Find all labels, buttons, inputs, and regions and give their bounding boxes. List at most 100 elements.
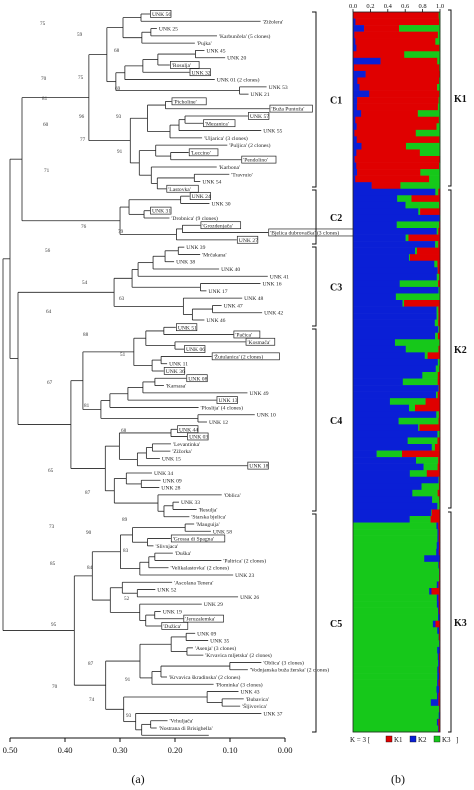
structure-bar-segment xyxy=(353,430,438,438)
cluster-label: C3 xyxy=(330,283,342,294)
axis-tick-label: 0.10 xyxy=(223,745,238,755)
bootstrap-value: 83 xyxy=(123,548,129,554)
structure-bar-segment xyxy=(353,385,439,392)
cluster-label: C1 xyxy=(330,96,342,107)
structure-bar-segment xyxy=(437,489,441,497)
structure-bar-segment xyxy=(438,241,441,248)
structure-bar-segment xyxy=(364,25,400,32)
structure-bar-segment xyxy=(436,718,439,726)
leaf-label: UNK 54 xyxy=(202,180,221,186)
leaf-box xyxy=(245,337,276,346)
structure-bar-segment xyxy=(438,97,441,104)
leaf-label: 'Mezanica' xyxy=(205,121,229,127)
structure-bar-segment xyxy=(353,424,419,432)
structure-bar-segment xyxy=(353,568,440,576)
top-tick-label: 0.8 xyxy=(419,3,427,10)
leaf-label: UNK 03 xyxy=(189,435,208,441)
leaf-box xyxy=(188,148,219,157)
structure-bar-segment xyxy=(353,162,357,170)
structure-bar-segment xyxy=(353,699,432,707)
cluster-label: C5 xyxy=(330,619,342,630)
structure-bar-segment xyxy=(353,620,434,628)
structure-bar-segment xyxy=(417,110,441,118)
structure-bar-segment xyxy=(436,306,439,314)
bootstrap-value: 68 xyxy=(114,48,120,54)
structure-bar-segment xyxy=(437,607,440,615)
leaf-label: 'Paltrica' (2 clones) xyxy=(223,557,266,564)
structure-bar-segment xyxy=(432,496,440,504)
leaf-label: UNK 58 xyxy=(213,529,232,535)
leaf-label: UNK 23 xyxy=(235,573,254,579)
bootstrap-value: 63 xyxy=(119,296,125,302)
structure-bar-segment xyxy=(436,313,439,320)
leaf-label: 'Ploslija' (4 clones) xyxy=(201,404,244,411)
leaf-box xyxy=(200,221,242,230)
structure-bar-segment xyxy=(353,38,356,46)
structure-bar-segment xyxy=(394,339,440,347)
legend-prefix: K = 3 [ xyxy=(350,736,371,744)
structure-bar-segment xyxy=(436,123,441,131)
structure-bar-segment xyxy=(438,385,441,392)
cluster-brackets-c: C1 C2 C3 C4 C5 xyxy=(312,11,342,733)
cluster-bracket xyxy=(312,11,317,188)
bootstrap-value: 56 xyxy=(45,248,51,254)
leaf-box xyxy=(247,461,269,470)
structure-bar-segment xyxy=(405,201,440,209)
structure-bar-segment xyxy=(353,450,377,458)
axis-tick-label: 0.50 xyxy=(3,745,18,755)
structure-bar-segment xyxy=(353,574,440,582)
structure-bar-segment xyxy=(353,404,410,412)
leaf-labels: UNK 56 'Zižolera' UNK 25 'Karbunčela' (5 cl… xyxy=(150,10,359,732)
structure-bar-segment xyxy=(389,398,426,406)
leaf-box xyxy=(186,374,208,383)
leaf-label: 'Grossa di Spagna' xyxy=(173,537,214,543)
structure-bar-segment xyxy=(353,306,437,314)
structure-bar-segment xyxy=(408,234,441,242)
structure-bar-segment xyxy=(353,516,410,523)
structure-bar-segment xyxy=(398,417,439,425)
structure-bar-segment xyxy=(412,489,438,497)
leaf-label: UNK 57 xyxy=(250,114,269,120)
leaf-label: UNK 51 xyxy=(178,325,197,331)
bootstrap-value: 93 xyxy=(116,114,122,120)
structure-bar-segment xyxy=(353,116,356,124)
leaf-label: 'Krvavica škradinska' (2 clones) xyxy=(169,674,241,681)
structure-bar-segment xyxy=(353,129,355,137)
structure-bar-segment xyxy=(355,18,440,26)
structure-bar-segment xyxy=(405,234,409,242)
structure-bar-segment xyxy=(353,352,426,360)
structure-bar-segment xyxy=(434,319,439,327)
structure-bar-segment xyxy=(438,522,441,530)
leaf-box xyxy=(203,119,236,128)
structure-bar-segment xyxy=(353,123,357,131)
leaf-label: UNK 01 (2 clones) xyxy=(217,77,260,84)
structure-bar-segment xyxy=(353,529,438,536)
structure-bar-segment xyxy=(353,463,424,471)
bootstrap-value: 88 xyxy=(83,332,89,338)
structure-bar-segment xyxy=(437,372,441,379)
structure-bar-segment xyxy=(353,588,430,595)
leaf-label: 'Šljivovica' xyxy=(242,702,267,710)
axis-tick-label: 0.40 xyxy=(58,745,73,755)
legend-swatch xyxy=(409,735,417,743)
structure-bar-segment xyxy=(438,718,441,726)
leaf-label: 'Zižolera' xyxy=(263,19,284,25)
structure-bar-segment xyxy=(361,110,419,118)
structure-bar-segment xyxy=(422,372,439,379)
structure-bar-segment xyxy=(429,175,441,183)
cluster-brackets-k: K1 K2 K3 xyxy=(448,9,467,733)
bootstrap-value: 76 xyxy=(81,224,87,230)
leaf-label: UNK 41 xyxy=(270,274,289,280)
leaf-label: UNK 55 xyxy=(263,129,282,135)
cluster-label: C2 xyxy=(330,213,342,224)
structure-bar-segment xyxy=(438,319,441,327)
structure-bar-segment xyxy=(437,358,441,366)
structure-bar-segment xyxy=(437,646,440,654)
structure-bar-segment xyxy=(353,149,357,157)
structure-bar-segment xyxy=(365,70,440,78)
structure-bar-segment xyxy=(353,705,440,713)
leaf-label: UNK 11 xyxy=(169,362,188,368)
structure-bar-segment xyxy=(409,516,431,523)
bootstrap-value: 81 xyxy=(84,403,90,409)
